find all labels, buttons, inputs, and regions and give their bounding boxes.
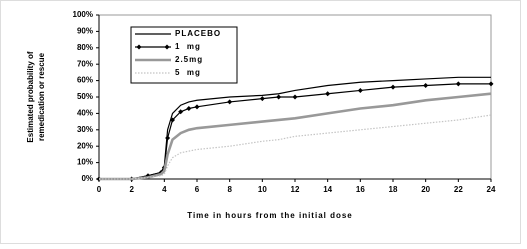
x-tick-label: 4	[162, 185, 167, 194]
marker	[423, 83, 429, 89]
marker	[292, 94, 298, 100]
marker	[390, 84, 396, 90]
y-tick-label: 10%	[77, 158, 93, 167]
y-tick-label: 50%	[77, 92, 93, 101]
legend	[130, 26, 238, 84]
legend-label: 5 mg	[175, 68, 201, 77]
x-tick-label: 20	[421, 185, 430, 194]
x-tick-label: 12	[291, 185, 300, 194]
y-axis-label: Estimated probability of remedication or…	[26, 51, 46, 142]
y-tick-label: 70%	[77, 59, 93, 68]
marker	[194, 104, 200, 110]
y-tick-label: 30%	[77, 125, 93, 134]
legend-label: PLACEBO	[175, 29, 221, 38]
marker	[357, 87, 363, 93]
series-line	[99, 114, 492, 180]
legend-label: 2.5mg	[175, 55, 203, 64]
series-line	[99, 92, 492, 181]
marker	[259, 96, 265, 102]
x-tick-label: 6	[195, 185, 200, 194]
y-axis-label-line: remedication or rescue	[37, 52, 46, 141]
legend-marker	[164, 44, 170, 50]
marker	[178, 109, 184, 115]
marker	[170, 117, 175, 123]
marker	[325, 91, 331, 97]
marker	[227, 99, 233, 105]
y-tick-label: 20%	[77, 141, 93, 150]
legend-label: 1 mg	[175, 42, 201, 51]
x-axis-label: Time in hours from the initial dose	[187, 211, 353, 220]
y-tick-label: 90%	[77, 27, 93, 36]
x-tick-label: 14	[323, 185, 332, 194]
y-tick-label: 100%	[73, 10, 93, 19]
x-tick-label: 16	[356, 185, 365, 194]
marker	[276, 94, 282, 100]
marker	[488, 81, 494, 87]
y-tick-label: 0%	[81, 174, 93, 183]
x-tick-label: 0	[97, 185, 102, 194]
y-axis-label-line: Estimated probability of	[26, 51, 35, 142]
marker	[165, 135, 171, 141]
x-tick-label: 10	[258, 185, 267, 194]
legend-marker	[136, 44, 142, 50]
marker	[455, 81, 461, 87]
y-tick-label: 40%	[77, 109, 93, 118]
y-tick-label: 80%	[77, 43, 93, 52]
x-tick-label: 24	[487, 185, 496, 194]
marker	[186, 105, 192, 111]
x-tick-label: 2	[129, 185, 134, 194]
y-tick-label: 60%	[77, 76, 93, 85]
x-tick-label: 22	[454, 185, 463, 194]
x-tick-label: 18	[389, 185, 398, 194]
x-tick-label: 8	[227, 185, 232, 194]
